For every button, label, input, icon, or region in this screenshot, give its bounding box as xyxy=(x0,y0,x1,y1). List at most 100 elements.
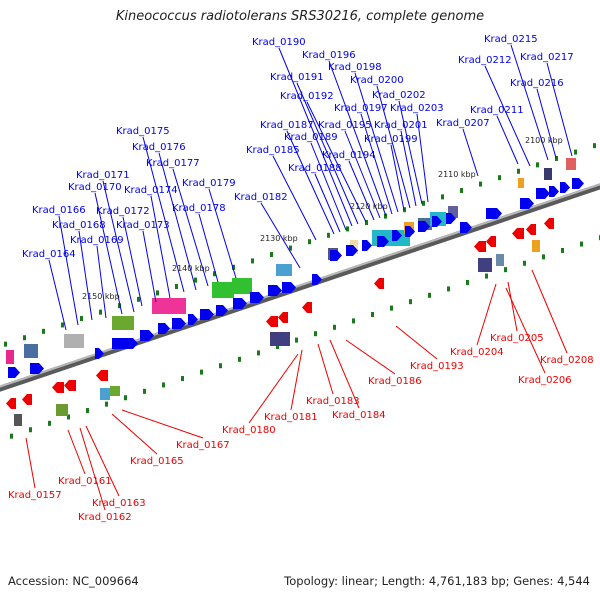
minus-gene-arrow xyxy=(266,316,278,327)
kbp-label: 2140 kbp xyxy=(172,264,210,273)
minus-gene-leader xyxy=(507,281,518,332)
tick-mark xyxy=(162,382,165,388)
tick-mark xyxy=(498,175,501,181)
genome-title: Kineococcus radiotolerans SRS30216, comp… xyxy=(115,9,485,24)
plus-gene-leader xyxy=(122,216,143,307)
plus-gene-arrow xyxy=(158,323,170,334)
tick-mark xyxy=(371,311,374,317)
minus-gene-arrow xyxy=(374,278,384,289)
plus-gene-label: Krad_0179 xyxy=(182,178,236,189)
domain-block xyxy=(566,158,576,170)
domain-block xyxy=(270,332,290,346)
tick-mark xyxy=(365,219,368,225)
plus-gene-arrow xyxy=(572,178,584,189)
tick-mark xyxy=(422,200,425,206)
kbp-label: 2110 kbp xyxy=(438,170,476,179)
plus-gene-label: Krad_0164 xyxy=(22,249,76,260)
minus-gene-label: Krad_0186 xyxy=(368,376,422,387)
minus-gene-leader xyxy=(505,287,546,374)
kbp-label: 2130 kbp xyxy=(260,234,298,243)
minus-gene-label: Krad_0184 xyxy=(332,410,386,421)
plus-gene-label: Krad_0170 xyxy=(68,182,122,193)
accession-text: Accession: NC_009664 xyxy=(8,574,139,588)
kbp-labels: 2150 kbp 2140 kbp 2130 kbp 2120 kbp 2110 kbp… xyxy=(82,136,563,301)
plus-gene-label: Krad_0201 xyxy=(374,120,428,131)
tick-mark xyxy=(219,363,222,369)
plus-gene-arrow xyxy=(140,330,154,341)
plus-gene-label: Krad_0192 xyxy=(280,91,334,102)
plus-gene-leader xyxy=(310,142,347,231)
domain-block xyxy=(276,264,292,276)
plus-gene-label: Krad_0194 xyxy=(322,150,376,161)
tick-mark xyxy=(10,433,13,439)
tick-mark xyxy=(156,290,159,296)
plus-gene-leader xyxy=(416,113,429,203)
minus-gene-leader xyxy=(79,427,106,511)
minus-gene-arrow xyxy=(486,236,496,247)
tick-mark xyxy=(251,258,254,264)
tick-mark xyxy=(80,316,83,322)
plus-gene-label: Krad_0215 xyxy=(484,34,538,45)
tick-mark xyxy=(409,299,412,305)
minus-gene-leader xyxy=(25,437,36,489)
tick-mark xyxy=(447,286,450,292)
plus-gene-leader xyxy=(376,85,411,209)
plus-gene-label: Krad_0207 xyxy=(436,118,490,129)
plus-gene-leader xyxy=(94,192,123,315)
minus-gene-arrow xyxy=(526,224,536,235)
plus-gene-label: Krad_0211 xyxy=(470,105,524,116)
tick-mark xyxy=(181,376,184,382)
minus-gene-arrow xyxy=(52,382,64,393)
minus-gene-leader xyxy=(395,325,438,360)
tick-mark xyxy=(213,271,216,277)
plus-gene-label: Krad_0198 xyxy=(328,62,382,73)
plus-gene-label: Krad_0168 xyxy=(52,220,106,231)
minus-gene-arrow xyxy=(6,398,16,409)
plus-gene-leader xyxy=(510,44,549,161)
minus-gene-leader xyxy=(85,425,120,497)
plus-gene-label: Krad_0166 xyxy=(32,205,86,216)
plus-gene-arrow xyxy=(432,216,442,227)
domain-block xyxy=(532,240,540,252)
plus-gene-leader xyxy=(328,60,387,217)
plus-gene-label: Krad_0200 xyxy=(350,75,404,86)
tick-mark xyxy=(555,155,558,161)
tick-mark xyxy=(542,254,545,260)
plus-gene-leader xyxy=(102,180,135,313)
plus-gene-arrow xyxy=(560,182,570,193)
plus-gene-label: Krad_0203 xyxy=(390,103,444,114)
minus-gene-arrow xyxy=(474,241,486,252)
tick-mark xyxy=(295,337,298,343)
plus-gene-leader xyxy=(260,202,301,269)
tick-mark xyxy=(105,401,108,407)
kbp-label: 2120 kbp xyxy=(350,202,388,211)
plus-gene-leader xyxy=(158,152,197,291)
plus-gene-label: Krad_0177 xyxy=(146,158,200,169)
tick-mark xyxy=(86,408,89,414)
plus-gene-leader xyxy=(272,155,317,241)
tick-mark xyxy=(504,267,507,273)
plus-gene-leader xyxy=(142,136,185,293)
domain-block xyxy=(496,254,504,266)
tick-mark xyxy=(390,305,393,311)
tick-mark xyxy=(523,260,526,266)
plus-gene-arrow xyxy=(112,338,138,349)
tick-mark xyxy=(403,207,406,213)
minus-gene-arrow xyxy=(64,380,76,391)
plus-gene-arrow xyxy=(330,250,342,261)
kbp-label: 2100 kbp xyxy=(525,136,563,145)
topology-text: Topology: linear; Length: 4,761,183 bp; … xyxy=(284,574,590,588)
plus-gene-label: Krad_0182 xyxy=(234,192,288,203)
domain-block xyxy=(24,344,38,358)
domain-block xyxy=(212,282,234,298)
plus-gene-leader xyxy=(344,130,381,219)
minus-gene-label: Krad_0167 xyxy=(176,440,230,451)
domain-block xyxy=(152,298,186,314)
gene-labels: Krad_0164 Krad_0166 Krad_0168 Krad_0169 Krad… xyxy=(8,34,594,523)
plus-gene-label: Krad_0174 xyxy=(124,185,178,196)
tick-mark xyxy=(270,252,273,258)
tick-mark xyxy=(29,427,32,433)
minus-gene-arrow xyxy=(278,312,288,323)
plus-gene-leader xyxy=(306,101,367,223)
plus-gene-label: Krad_0199 xyxy=(364,134,418,145)
